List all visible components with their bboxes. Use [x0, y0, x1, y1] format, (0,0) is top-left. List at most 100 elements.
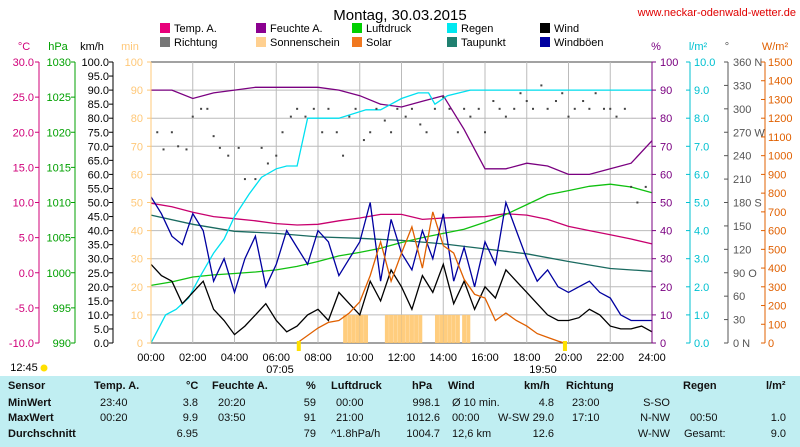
- humidity-value: 79: [303, 428, 316, 440]
- table-header-row: Sensor Temp. A. °C Feuchte A. % Luftdruc…: [0, 380, 800, 394]
- axis-tick-wind: 5.0: [94, 324, 109, 336]
- axis-tick-humidity: 10: [660, 310, 672, 322]
- axis-unit-temp: °C: [18, 41, 30, 53]
- axis-tick-humidity: 0: [660, 338, 666, 350]
- header-rain-unit: l/m²: [766, 380, 786, 392]
- axis-tick-rain: 0.0: [694, 338, 709, 350]
- temp-time: 23:40: [100, 397, 128, 409]
- direction-point: [354, 107, 357, 110]
- direction-point: [200, 107, 203, 110]
- direction-point: [623, 107, 626, 110]
- direction-point: [342, 154, 345, 157]
- direction-point: [212, 135, 215, 138]
- legend-swatch: [256, 37, 266, 47]
- rain-value: 1.0: [770, 412, 786, 424]
- legend-swatch: [160, 23, 170, 33]
- axis-unit-pressure: hPa: [48, 41, 68, 53]
- axis-tick-pressure: 1020: [47, 127, 71, 139]
- axis-unit-sunshine: min: [121, 41, 139, 53]
- wind-value: 4.8: [538, 397, 554, 409]
- axis-tick-solar: 1500: [768, 57, 792, 69]
- direction-point: [162, 148, 165, 151]
- axis-unit-direction: °: [725, 41, 729, 53]
- sun-markers: 07:05 19:50 12:45: [10, 341, 567, 376]
- direction-point: [609, 107, 612, 110]
- rain-total-label: Gesamt:: [684, 428, 726, 440]
- legend-swatch: [352, 37, 362, 47]
- sunshine-bar: [439, 314, 444, 343]
- direction-point: [602, 107, 605, 110]
- sunshine-bar: [359, 314, 364, 343]
- axis-tick-humidity: 80: [660, 113, 672, 125]
- legend-label: Luftdruck: [366, 23, 412, 35]
- site-url[interactable]: www.neckar-odenwald-wetter.de: [637, 7, 796, 19]
- direction-point: [206, 107, 209, 110]
- axis-tick-solar: 300: [768, 282, 786, 294]
- sunshine-bar: [414, 314, 419, 343]
- legend-label: Solar: [366, 37, 392, 49]
- direction-point: [170, 131, 173, 134]
- pressure-time: 00:00: [336, 397, 364, 409]
- direction-point: [312, 107, 315, 110]
- row-label: MaxWert: [8, 412, 54, 424]
- direction-value: N-NW: [640, 412, 670, 424]
- axis-tick-wind: 60.0: [88, 169, 109, 181]
- axis-tick-sunshine: 60: [131, 169, 143, 181]
- axis-tick-rain: 6.0: [694, 169, 709, 181]
- sun-time-label: 19:50: [529, 364, 557, 376]
- axis-tick-sunshine: 50: [131, 198, 143, 210]
- direction-point: [383, 119, 386, 122]
- axis-tick-wind: 80.0: [88, 113, 109, 125]
- x-tick-label: 04:00: [221, 352, 249, 364]
- direction-point: [532, 107, 535, 110]
- direction-time: 17:10: [572, 412, 600, 424]
- axis-tick-pressure: 1015: [47, 162, 71, 174]
- direction-point: [296, 107, 299, 110]
- x-tick-label: 12:00: [388, 352, 416, 364]
- sunshine-bar: [364, 314, 369, 343]
- direction-point: [442, 96, 445, 99]
- axis-tick-wind: 35.0: [88, 240, 109, 252]
- axis-tick-solar: 500: [768, 244, 786, 256]
- axis-tick-temp: -5.0: [15, 303, 34, 315]
- axis-tick-humidity: 50: [660, 198, 672, 210]
- direction-point: [227, 154, 230, 157]
- axis-tick-rain: 9.0: [694, 85, 709, 97]
- direction-point: [254, 178, 257, 181]
- pressure-trend: ^1.8hPa/h: [331, 428, 381, 440]
- wind-value: 12.6: [532, 428, 554, 440]
- axis-tick-wind: 65.0: [88, 155, 109, 167]
- table-row-max: MaxWert 00:20 9.9 03:50 91 21:00 1012.6 …: [0, 412, 800, 426]
- series-line-temp-a-: [150, 202, 653, 245]
- axis-tick-sunshine: 30: [131, 254, 143, 266]
- axis-tick-wind: 25.0: [88, 268, 109, 280]
- axis-tick-rain: 4.0: [694, 226, 709, 238]
- table-row-min: MinWert 23:40 3.8 20:20 59 00:00 998.1 Ø…: [0, 397, 800, 411]
- axis-tick-wind: 0.0: [94, 338, 109, 350]
- axis-tick-pressure: 1000: [47, 268, 71, 280]
- header-pressure: Luftdruck: [331, 380, 382, 392]
- axis-tick-pressure: 995: [53, 303, 71, 315]
- axis-tick-humidity: 30: [660, 254, 672, 266]
- axis-tick-wind: 45.0: [88, 212, 109, 224]
- axis-tick-temp: -10.0: [9, 338, 34, 350]
- axis-tick-temp: 15.0: [13, 162, 34, 174]
- axis-tick-solar: 700: [768, 207, 786, 219]
- direction-point: [644, 185, 647, 188]
- temp-value: 3.8: [182, 397, 198, 409]
- rain-value: 9.0: [770, 428, 786, 440]
- axis-tick-temp: 20.0: [13, 127, 34, 139]
- axis-tick-solar: 900: [768, 169, 786, 181]
- axis-tick-sunshine: 80: [131, 113, 143, 125]
- temp-value: 9.9: [182, 412, 198, 424]
- direction-point: [419, 123, 422, 126]
- sun-marker: [562, 341, 567, 351]
- sunshine-bar: [451, 314, 456, 343]
- axis-tick-wind: 85.0: [88, 99, 109, 111]
- axis-tick-solar: 200: [768, 301, 786, 313]
- direction-point: [404, 115, 407, 118]
- direction-point: [304, 115, 307, 118]
- legend-swatch: [256, 23, 266, 33]
- direction-point: [327, 107, 330, 110]
- legend-label: Regen: [461, 23, 493, 35]
